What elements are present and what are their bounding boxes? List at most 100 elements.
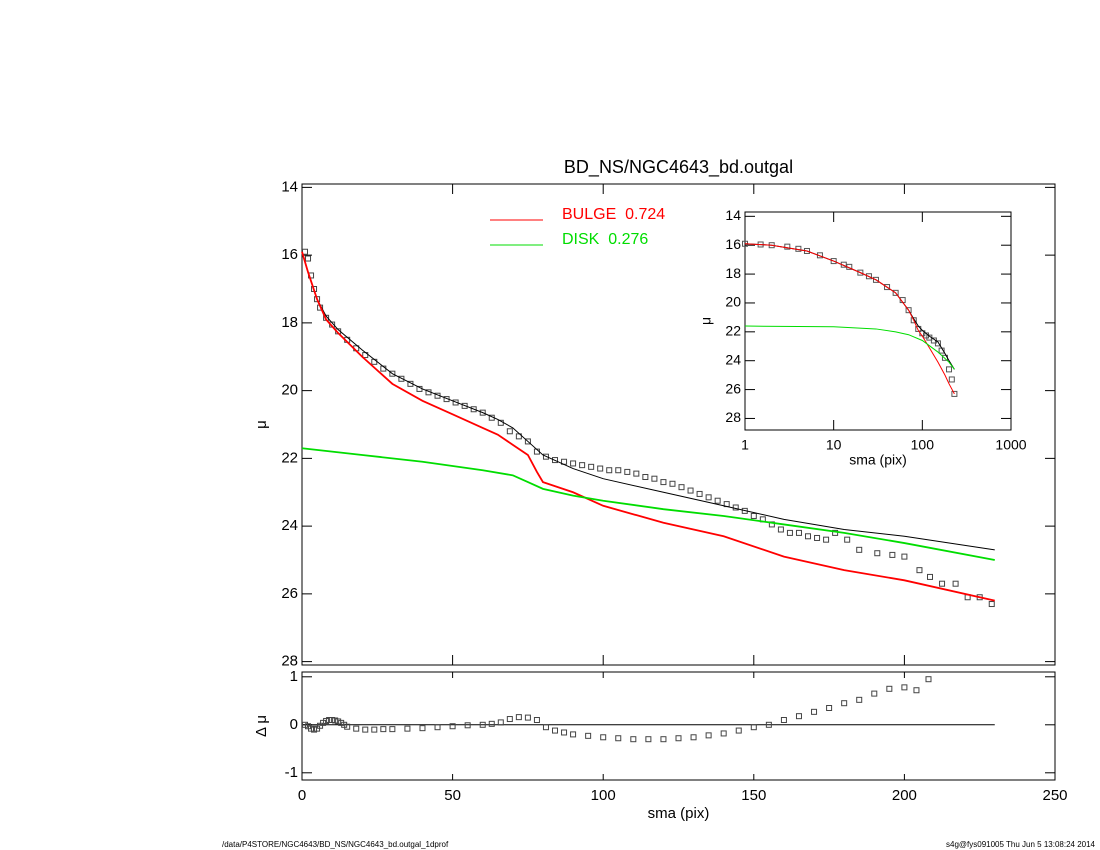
- line-series: [301, 447, 995, 561]
- data-point: [524, 438, 531, 445]
- data-point: [892, 289, 899, 296]
- data-point: [461, 402, 468, 409]
- data-point: [865, 273, 872, 280]
- data-point: [642, 474, 649, 481]
- data-point: [901, 684, 908, 691]
- data-point: [884, 284, 891, 291]
- data-point: [948, 376, 955, 383]
- x-tick-label: 100: [911, 437, 935, 453]
- data-point: [988, 601, 995, 608]
- data-point: [925, 676, 932, 683]
- data-point: [552, 457, 559, 464]
- data-point: [814, 534, 821, 541]
- data-point: [946, 366, 953, 373]
- data-point: [901, 553, 908, 560]
- data-point: [856, 696, 863, 703]
- y-tick-label: 0: [290, 716, 298, 733]
- y-tick-label: 18: [725, 265, 741, 281]
- data-point: [678, 484, 685, 491]
- line-series: [744, 243, 955, 370]
- x-tick-label: 10: [826, 437, 842, 453]
- data-point: [750, 512, 757, 519]
- data-point: [780, 717, 787, 723]
- data-point: [570, 731, 577, 738]
- data-point: [600, 734, 607, 741]
- data-point: [795, 713, 802, 720]
- line-series: [301, 251, 995, 551]
- data-point: [952, 580, 959, 587]
- y-tick-label: 26: [725, 380, 741, 396]
- data-point: [585, 732, 592, 739]
- y-tick-label: 16: [281, 246, 298, 263]
- x-axis-label: sma (pix): [648, 805, 710, 822]
- data-point: [615, 467, 622, 474]
- plot-frame: [301, 671, 1056, 781]
- y-tick-label: 1: [290, 668, 298, 685]
- x-tick-label: 0: [298, 787, 306, 804]
- data-point: [805, 533, 812, 540]
- data-point: [795, 529, 802, 536]
- data-point: [615, 735, 622, 742]
- data-point: [705, 732, 712, 739]
- y-tick-label: 24: [281, 517, 298, 534]
- y-axis-label: μ: [253, 420, 270, 429]
- data-point: [786, 529, 793, 536]
- y-tick-label: 18: [281, 314, 298, 331]
- data-point: [552, 727, 559, 734]
- data-point: [696, 490, 703, 497]
- data-point: [871, 690, 878, 697]
- y-tick-label: 22: [281, 449, 298, 466]
- data-point: [506, 716, 513, 723]
- legend-label: BULGE 0.724: [562, 206, 665, 223]
- data-point: [784, 243, 791, 250]
- data-point: [844, 536, 851, 543]
- data-point: [329, 717, 336, 723]
- data-point: [841, 700, 848, 707]
- data-point: [826, 705, 833, 711]
- data-point: [765, 721, 772, 728]
- data-point: [479, 409, 486, 416]
- data-point: [389, 370, 396, 377]
- data-point: [344, 723, 351, 730]
- line-series: [744, 243, 955, 395]
- data-point: [660, 736, 667, 743]
- data-point: [341, 721, 348, 728]
- plot-frame: [301, 183, 1056, 666]
- data-point: [606, 467, 613, 474]
- data-point: [326, 717, 333, 723]
- data-point: [380, 726, 387, 733]
- data-point: [362, 726, 369, 733]
- data-point: [916, 567, 923, 574]
- data-point: [542, 453, 549, 460]
- data-point: [371, 726, 378, 733]
- data-point: [856, 546, 863, 553]
- y-tick-label: 28: [725, 409, 741, 425]
- x-tick-label: 200: [892, 787, 917, 804]
- data-point: [479, 721, 486, 728]
- data-point: [464, 722, 471, 729]
- data-point: [419, 725, 426, 732]
- data-point: [886, 685, 893, 692]
- chart-title: BD_NS/NGC4643_bd.outgal: [564, 157, 793, 178]
- data-point: [690, 734, 697, 741]
- y-tick-label: 28: [281, 653, 298, 670]
- data-point: [934, 340, 941, 347]
- y-tick-label: 22: [725, 323, 741, 339]
- data-point: [323, 717, 330, 724]
- y-tick-label: 14: [281, 178, 298, 195]
- data-point: [597, 465, 604, 472]
- y-tick-label: 24: [725, 351, 741, 367]
- data-point: [832, 529, 839, 536]
- y-tick-label: 14: [725, 207, 741, 223]
- data-point: [720, 730, 727, 737]
- data-point: [874, 550, 881, 557]
- data-point: [675, 735, 682, 742]
- data-point: [633, 470, 640, 477]
- data-point: [651, 475, 658, 482]
- data-point: [939, 580, 946, 587]
- data-point: [434, 724, 441, 731]
- x-tick-label: 250: [1042, 787, 1067, 804]
- y-tick-label: 20: [281, 382, 298, 399]
- data-point: [905, 307, 912, 314]
